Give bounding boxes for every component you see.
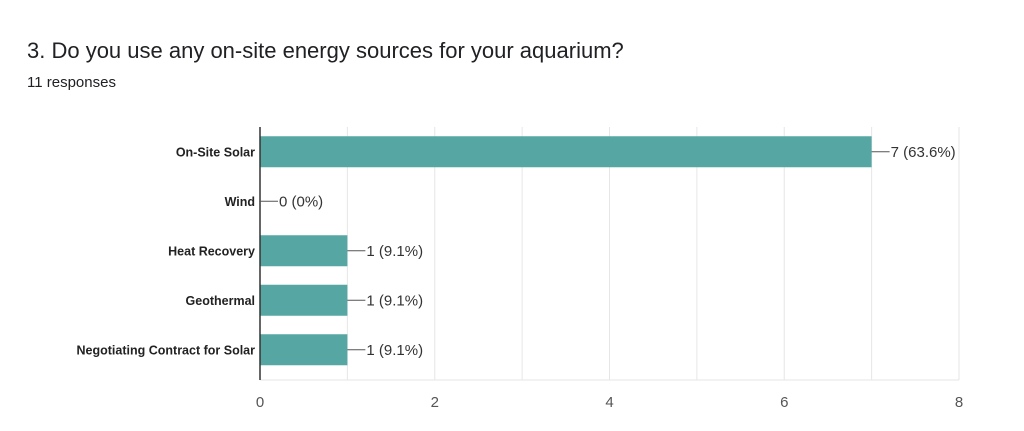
bar-3: [260, 284, 348, 316]
x-tick-label: 0: [256, 394, 264, 411]
x-tick-label: 2: [431, 394, 439, 411]
data-label: 0 (0%): [279, 193, 323, 210]
category-label: Heat Recovery: [168, 244, 255, 258]
labels: On-Site Solar 7 (63.6%) Wind 0 (0%) Heat Rec…: [77, 144, 956, 359]
x-tick-label: 4: [605, 394, 613, 411]
category-label: Geothermal: [186, 294, 255, 308]
data-label: 1 (9.1%): [366, 243, 423, 260]
response-count: 11 responses: [27, 74, 116, 91]
bar-2: [260, 235, 348, 267]
category-label: On-Site Solar: [176, 145, 255, 159]
data-label: 7 (63.6%): [891, 144, 956, 161]
data-label: 1 (9.1%): [366, 292, 423, 309]
data-label: 1 (9.1%): [366, 342, 423, 359]
x-tick-label: 6: [780, 394, 788, 411]
x-tick-label: 8: [955, 394, 963, 411]
bars: [260, 136, 872, 366]
category-label: Wind: [225, 195, 255, 209]
category-label: Negotiating Contract for Solar: [77, 343, 256, 357]
question-title: 3. Do you use any on-site energy sources…: [27, 38, 624, 63]
bar-4: [260, 334, 348, 366]
bar-0: [260, 136, 872, 168]
axes: 0 2 4 6 8: [256, 127, 963, 411]
